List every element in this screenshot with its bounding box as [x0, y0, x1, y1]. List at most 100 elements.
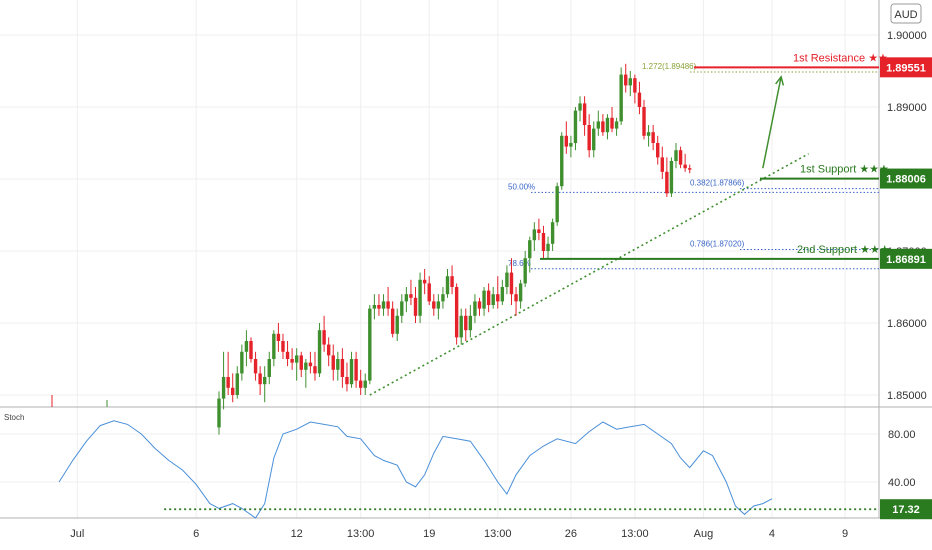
- candle-body: [582, 103, 587, 125]
- candle-body: [263, 377, 267, 385]
- candle-body: [646, 132, 651, 136]
- candle-body: [550, 222, 555, 244]
- candle-body: [231, 387, 235, 395]
- candle-body: [688, 168, 692, 170]
- support-trendline[interactable]: [369, 153, 809, 396]
- candle-body: [221, 377, 226, 399]
- candle-body: [432, 301, 436, 309]
- time-tick-label: 13:00: [484, 528, 512, 540]
- price-level-tag-label: 1.88006: [886, 174, 926, 186]
- candle-body: [683, 164, 687, 169]
- candle-body: [217, 398, 221, 428]
- candle-body: [665, 171, 669, 194]
- candle-body: [454, 287, 459, 338]
- candle-body: [537, 229, 541, 233]
- fib-level-label: 1.272(1.89486): [642, 62, 697, 71]
- candle-body: [441, 294, 445, 302]
- candle-body: [299, 355, 303, 370]
- candle-body: [532, 229, 537, 241]
- candle-body: [240, 351, 244, 374]
- candle-body: [381, 301, 386, 309]
- candle-body: [624, 74, 628, 86]
- fib-level-label: 0.382(1.87866): [690, 179, 745, 188]
- candle-body: [546, 243, 550, 251]
- candle-body: [560, 135, 564, 187]
- candle-body: [656, 143, 660, 158]
- candle-body: [285, 351, 290, 359]
- candle-body: [477, 301, 482, 309]
- candle-body: [541, 233, 546, 251]
- fib-level-label: 78.6%: [508, 259, 531, 268]
- candle-body: [386, 301, 390, 309]
- candle-body: [226, 377, 230, 388]
- candle-body: [281, 341, 285, 352]
- candle-body: [363, 380, 367, 388]
- candle-body: [660, 157, 664, 172]
- candle-body: [272, 333, 276, 359]
- candle-body: [619, 74, 623, 122]
- time-tick-label: 12: [291, 528, 303, 540]
- fib-level-label: 50.00%: [508, 182, 535, 191]
- candle-body: [358, 380, 363, 388]
- projection-arrow: [762, 76, 782, 169]
- candle-body: [413, 297, 418, 316]
- candle-body: [669, 161, 674, 194]
- candle-body: [482, 290, 486, 309]
- currency-label: AUD: [894, 9, 917, 21]
- candle-body: [317, 330, 322, 374]
- candle-body: [523, 258, 527, 284]
- price-tick-label: 1.86000: [887, 318, 927, 330]
- candle-body: [276, 333, 281, 341]
- candle-body: [496, 294, 500, 302]
- candle-body: [605, 117, 610, 133]
- candle-body: [486, 290, 491, 305]
- candle-body: [450, 276, 454, 287]
- stoch-tick-label: 40.00: [888, 477, 916, 489]
- candle-body: [400, 301, 404, 316]
- candle-body: [473, 301, 477, 316]
- candle-body: [290, 359, 294, 363]
- candle-body: [509, 272, 514, 295]
- candle-body: [304, 362, 308, 370]
- candle-body: [642, 107, 646, 136]
- candle-body: [555, 186, 559, 223]
- time-tick-label: 13:00: [347, 528, 375, 540]
- candle-body: [564, 135, 569, 147]
- candle-body: [637, 92, 642, 107]
- candle-body: [336, 359, 340, 370]
- time-tick-label: 6: [193, 528, 199, 540]
- price-tick-label: 1.89000: [887, 102, 927, 114]
- candle-body: [578, 103, 582, 111]
- time-tick-label: 26: [565, 528, 577, 540]
- stoch-tick-label: 80.00: [888, 429, 916, 441]
- candle-body: [500, 287, 505, 302]
- candle-body: [592, 128, 596, 151]
- currency-badge[interactable]: [890, 3, 922, 24]
- price-tick-label: 1.90000: [887, 30, 927, 42]
- level-label: 1st Resistance ★★: [793, 52, 888, 64]
- candle-body: [372, 305, 377, 309]
- price-level-tag: [880, 168, 932, 189]
- candle-body: [445, 276, 450, 295]
- candle-body: [418, 279, 422, 316]
- time-tick-label: 4: [769, 528, 775, 540]
- candle-body: [368, 308, 372, 381]
- price-level-tag: [880, 248, 932, 269]
- candle-body: [596, 121, 601, 129]
- candle-body: [678, 150, 683, 165]
- level-label: 2nd Support ★★★: [797, 244, 890, 256]
- candle-body: [674, 150, 678, 161]
- arrow-head: [775, 75, 785, 86]
- candle-body: [614, 121, 619, 129]
- candle-body: [633, 78, 637, 93]
- candle-body: [235, 373, 239, 395]
- candle-body: [377, 305, 381, 309]
- candle-body: [409, 294, 413, 298]
- candle-body: [294, 355, 299, 363]
- candle-body: [528, 240, 532, 259]
- candle-body: [459, 315, 463, 338]
- candle-body: [610, 117, 614, 129]
- candle-body: [326, 344, 331, 356]
